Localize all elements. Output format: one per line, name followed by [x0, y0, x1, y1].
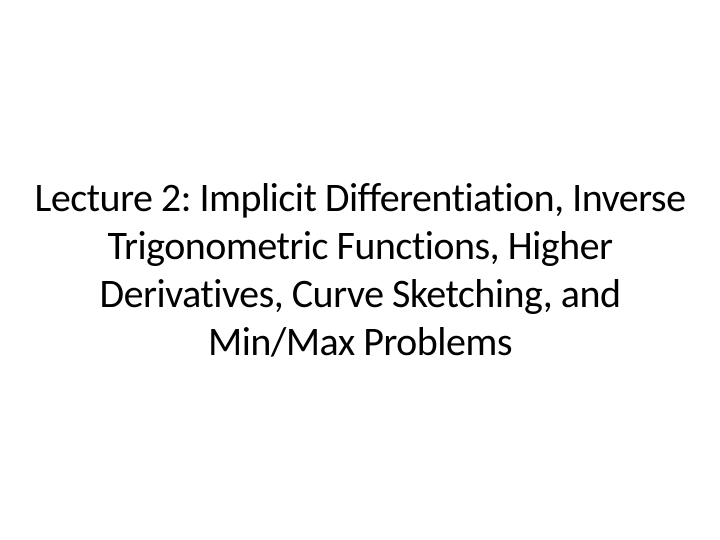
- slide-container: Lecture 2: Implicit Differentiation, Inv…: [0, 174, 720, 366]
- slide-title: Lecture 2: Implicit Differentiation, Inv…: [30, 174, 690, 366]
